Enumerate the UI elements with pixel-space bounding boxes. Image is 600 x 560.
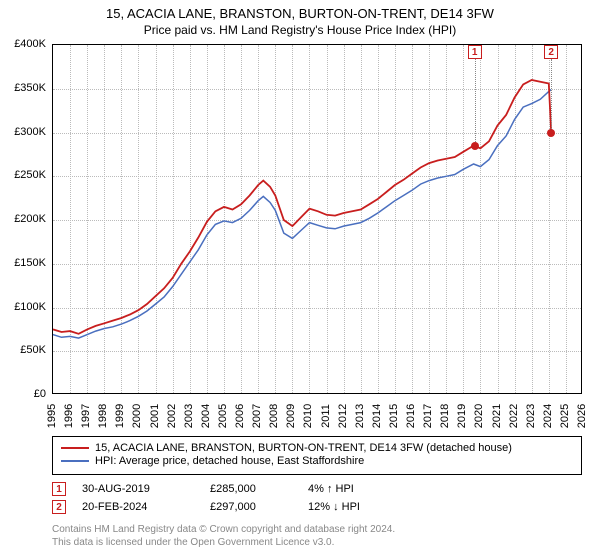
row-marker-box: 2	[52, 500, 66, 514]
x-tick-label: 1997	[80, 404, 92, 428]
row-price: £285,000	[210, 483, 300, 495]
x-tick-label: 2022	[508, 404, 520, 428]
row-price: £297,000	[210, 501, 300, 513]
marker-guide-line	[475, 59, 476, 146]
x-tick-label: 2007	[251, 404, 263, 428]
marker-guide-line	[551, 59, 552, 133]
x-tick-label: 2017	[422, 404, 434, 428]
legend-item-property: 15, ACACIA LANE, BRANSTON, BURTON-ON-TRE…	[61, 442, 573, 454]
chart-title-block: 15, ACACIA LANE, BRANSTON, BURTON-ON-TRE…	[0, 0, 600, 39]
series-hpi	[53, 90, 551, 339]
x-tick-label: 2002	[166, 404, 178, 428]
x-tick-label: 2020	[473, 404, 485, 428]
x-tick-label: 2001	[149, 404, 161, 428]
x-axis: 1995199619971998199920002001200220032004…	[52, 394, 582, 434]
x-tick-label: 2000	[131, 404, 143, 428]
x-tick-label: 2013	[354, 404, 366, 428]
attribution-line: This data is licensed under the Open Gov…	[52, 536, 582, 549]
attribution-line: Contains HM Land Registry data © Crown c…	[52, 523, 582, 536]
x-tick-label: 2019	[456, 404, 468, 428]
marker-label-box: 1	[468, 45, 482, 59]
chart-area: 12	[52, 44, 582, 394]
x-tick-label: 2004	[200, 404, 212, 428]
legend-label: 15, ACACIA LANE, BRANSTON, BURTON-ON-TRE…	[95, 442, 512, 454]
x-tick-label: 2011	[320, 404, 332, 428]
legend: 15, ACACIA LANE, BRANSTON, BURTON-ON-TRE…	[52, 436, 582, 475]
y-axis: £0£50K£100K£150K£200K£250K£300K£350K£400…	[0, 44, 50, 394]
row-date: 20-FEB-2024	[82, 501, 202, 513]
x-tick-label: 2012	[337, 404, 349, 428]
x-tick-label: 2010	[302, 404, 314, 428]
y-tick-label: £200K	[14, 213, 46, 225]
attribution: Contains HM Land Registry data © Crown c…	[52, 523, 582, 549]
x-tick-label: 2023	[525, 404, 537, 428]
legend-swatch	[61, 460, 89, 462]
x-tick-label: 1995	[46, 404, 58, 428]
x-tick-label: 2025	[559, 404, 571, 428]
x-tick-label: 2016	[405, 404, 417, 428]
series-property	[53, 80, 551, 334]
row-diff: 4% ↑ HPI	[308, 483, 428, 495]
y-tick-label: £350K	[14, 82, 46, 94]
x-tick-label: 2006	[234, 404, 246, 428]
x-tick-label: 2015	[388, 404, 400, 428]
row-diff: 12% ↓ HPI	[308, 501, 428, 513]
x-tick-label: 1999	[114, 404, 126, 428]
chart-lines	[53, 45, 582, 394]
x-tick-label: 2005	[217, 404, 229, 428]
y-tick-label: £50K	[20, 344, 46, 356]
x-tick-label: 1998	[97, 404, 109, 428]
title-subtitle: Price paid vs. HM Land Registry's House …	[0, 23, 600, 37]
x-tick-label: 2009	[285, 404, 297, 428]
legend-label: HPI: Average price, detached house, East…	[95, 455, 364, 467]
marker-dot	[547, 129, 555, 137]
y-tick-label: £400K	[14, 38, 46, 50]
legend-swatch	[61, 447, 89, 449]
transactions-table: 1 30-AUG-2019 £285,000 4% ↑ HPI 2 20-FEB…	[52, 480, 582, 516]
x-tick-label: 2018	[439, 404, 451, 428]
y-tick-label: £250K	[14, 169, 46, 181]
legend-item-hpi: HPI: Average price, detached house, East…	[61, 455, 573, 467]
row-date: 30-AUG-2019	[82, 483, 202, 495]
x-tick-label: 2021	[491, 404, 503, 428]
row-marker-box: 1	[52, 482, 66, 496]
y-tick-label: £150K	[14, 257, 46, 269]
x-tick-label: 2008	[268, 404, 280, 428]
marker-label-box: 2	[544, 45, 558, 59]
y-tick-label: £100K	[14, 301, 46, 313]
x-tick-label: 2026	[576, 404, 588, 428]
title-address: 15, ACACIA LANE, BRANSTON, BURTON-ON-TRE…	[0, 6, 600, 21]
marker-dot	[471, 142, 479, 150]
x-tick-label: 2024	[542, 404, 554, 428]
table-row: 1 30-AUG-2019 £285,000 4% ↑ HPI	[52, 480, 582, 498]
x-tick-label: 2003	[183, 404, 195, 428]
plot-area: 12	[52, 44, 582, 394]
y-tick-label: £300K	[14, 126, 46, 138]
table-row: 2 20-FEB-2024 £297,000 12% ↓ HPI	[52, 498, 582, 516]
x-tick-label: 2014	[371, 404, 383, 428]
y-tick-label: £0	[34, 388, 46, 400]
x-tick-label: 1996	[63, 404, 75, 428]
